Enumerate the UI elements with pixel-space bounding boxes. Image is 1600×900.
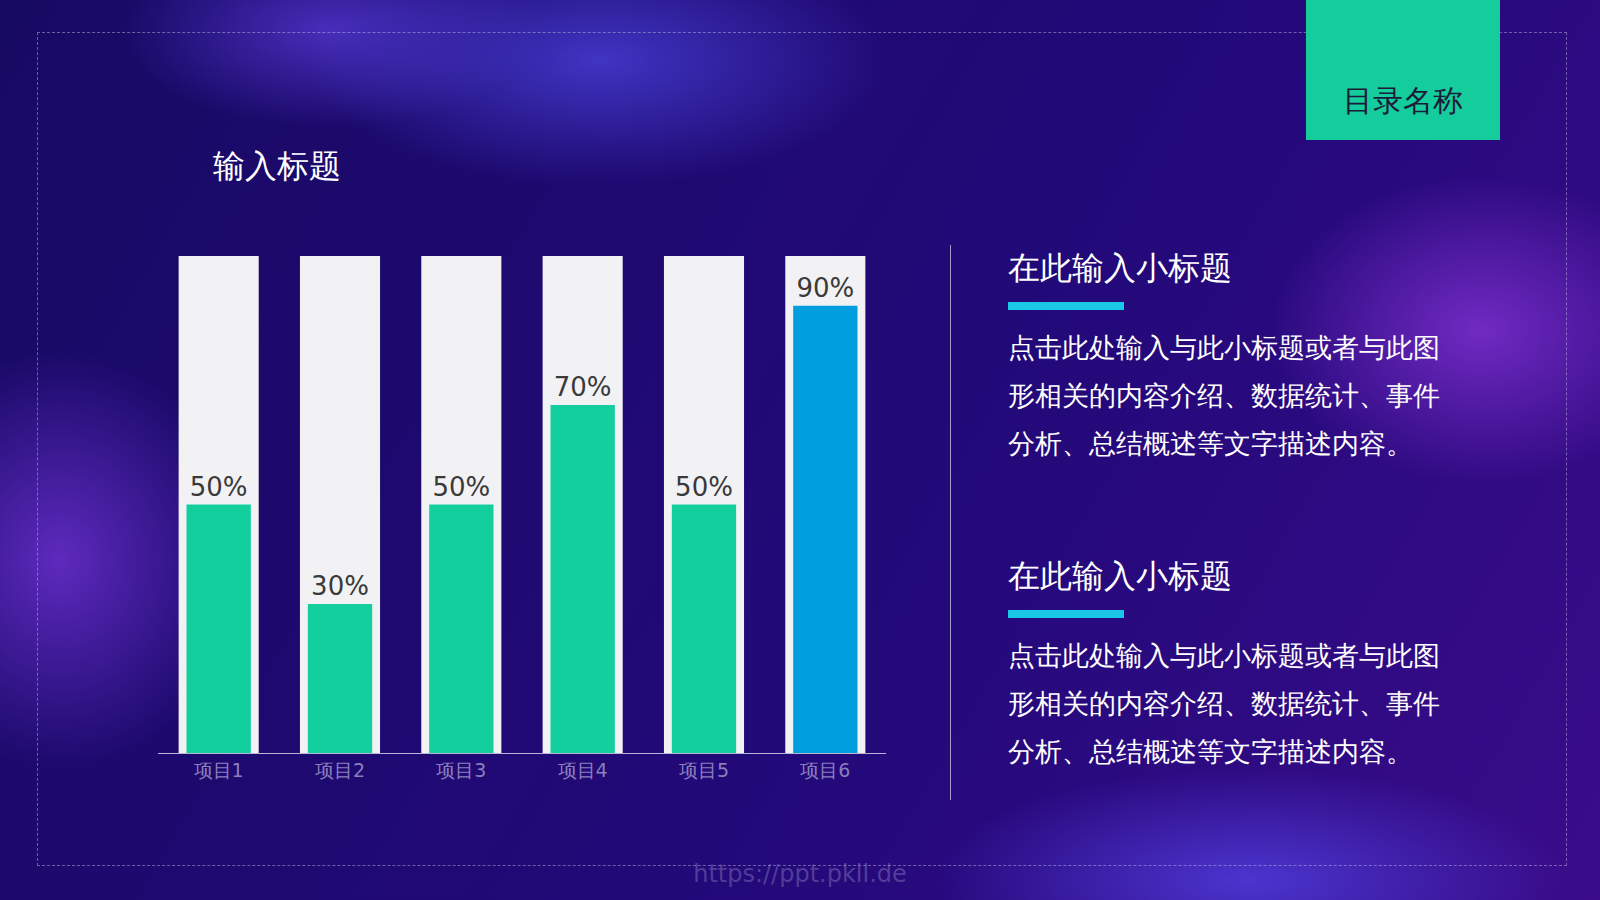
html-text:在此输入小标题: 在此输入小标题 <box>1008 249 1232 287</box>
svg-text:项目6: 项目6 <box>800 759 850 781</box>
svg-text:50%: 50% <box>675 472 733 502</box>
svg-text:30%: 30% <box>311 571 369 601</box>
svg-text:项目4: 项目4 <box>558 759 608 781</box>
svg-text:项目2: 项目2 <box>315 759 365 781</box>
svg-text:项目3: 项目3 <box>436 759 486 781</box>
svg-text:输入标题: 输入标题 <box>213 147 341 185</box>
svg-text:50%: 50% <box>190 472 248 502</box>
svg-text:50%: 50% <box>432 472 490 502</box>
html-text:在此输入小标题: 在此输入小标题 <box>1008 557 1232 595</box>
svg-text:70%: 70% <box>554 372 612 402</box>
html-text:目录名称: 目录名称 <box>1343 83 1463 118</box>
svg-text:项目5: 项目5 <box>679 759 729 781</box>
html-text:https://ppt.pkll.de: https://ppt.pkll.de <box>693 860 907 888</box>
svg-text:90%: 90% <box>796 273 854 303</box>
html-text:点击此处输入与此小标题或者与此图形相关的内容介绍、数据统计、: 点击此处输入与此小标题或者与此图形相关的内容介绍、数据统计、事件分析、总结概述等… <box>1008 640 1440 767</box>
html-text:点击此处输入与此小标题或者与此图形相关的内容介绍、数据统计、: 点击此处输入与此小标题或者与此图形相关的内容介绍、数据统计、事件分析、总结概述等… <box>1008 332 1440 459</box>
svg-text:项目1: 项目1 <box>194 759 244 781</box>
